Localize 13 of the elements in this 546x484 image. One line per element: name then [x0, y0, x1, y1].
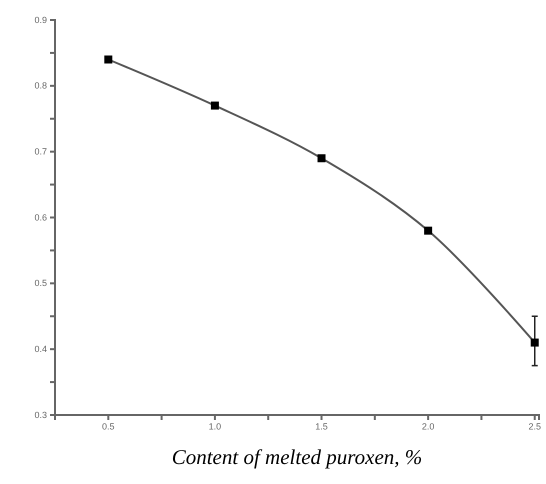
y-tick-label: 0.7 [34, 146, 47, 157]
x-tick-label: 1.0 [208, 421, 222, 432]
y-tick-label: 0.3 [34, 410, 47, 420]
x-axis-title: Content of melted puroxen, % [172, 445, 422, 469]
x-tick-label: 1.5 [315, 421, 328, 432]
y-tick-label: 0.5 [34, 278, 47, 288]
y-tick-label: 0.8 [34, 80, 47, 91]
y-tick-label: 0.4 [34, 344, 47, 354]
y-tick-label: 0.6 [34, 212, 47, 222]
y-tick-label: 0.9 [34, 14, 47, 25]
x-tick-label: 2.5 [528, 421, 541, 432]
x-tick-label: 2.0 [422, 421, 434, 432]
x-tick-label: 0.5 [102, 421, 115, 432]
